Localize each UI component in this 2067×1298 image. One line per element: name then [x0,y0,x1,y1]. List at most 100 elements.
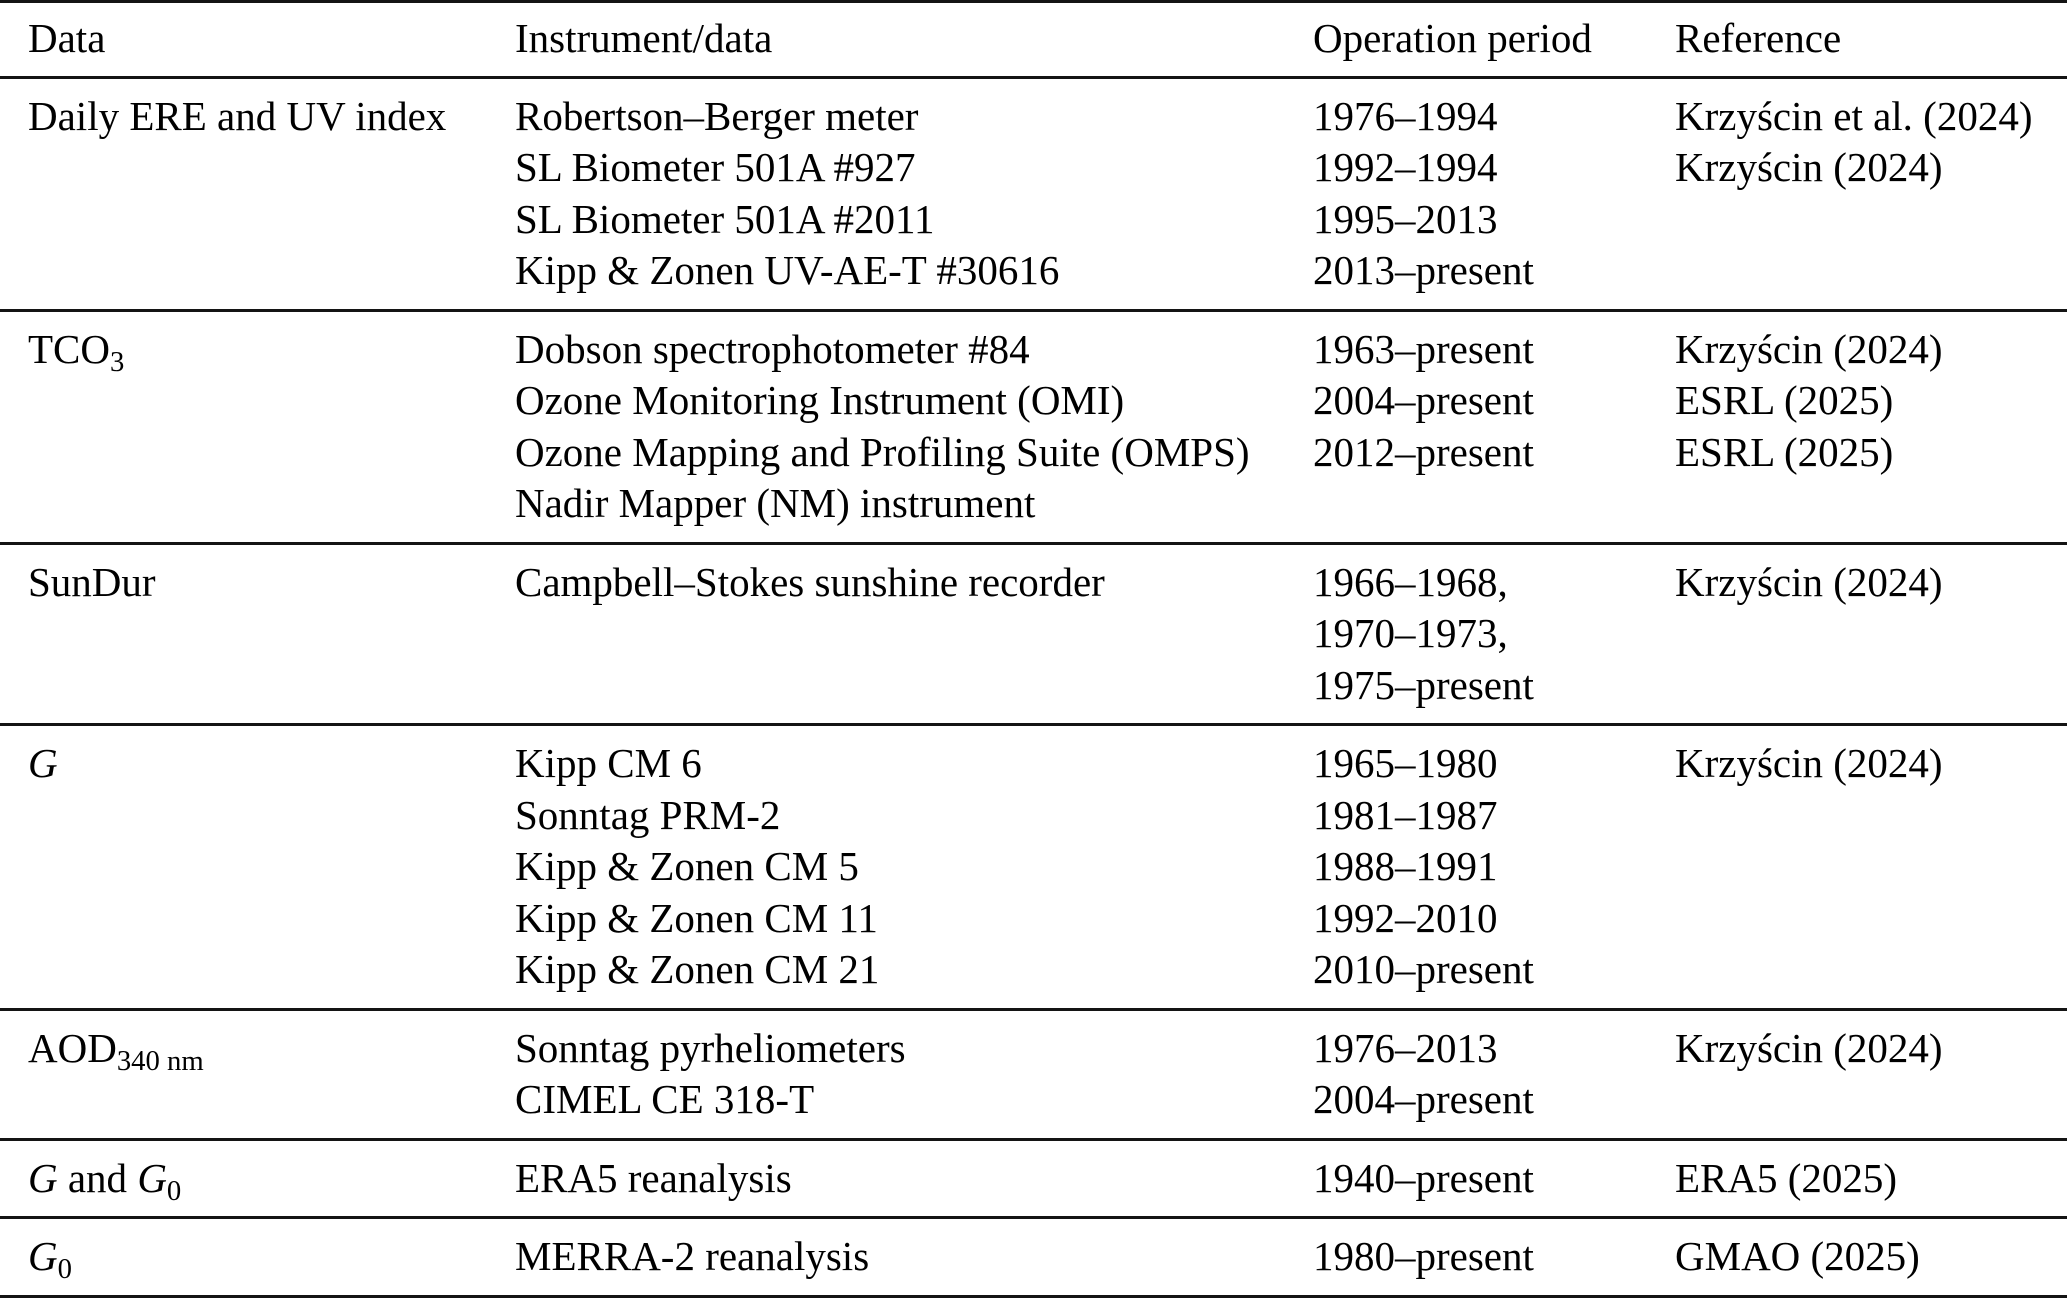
table-row: G Kipp CM 6 Sonntag PRM-2 Kipp & Zonen CM 5… [0,726,2067,1011]
reference-line: ERA5 (2025) [1675,1154,1898,1201]
instrument-line: Kipp CM 6 [515,740,702,786]
table-row-grid: AOD340 nm Sonntag pyrheliometers CIMEL CE … [0,1011,2067,1138]
period-line: 1970–1973, [1313,610,1508,656]
data-label-part: G [28,1233,58,1279]
column-header: Operation period [1313,13,1675,65]
references-cell: Krzyścin (2024) ESRL (2025) ESRL (2025) [1675,324,2059,530]
reference-line: ESRL (2025) [1675,428,1894,475]
column-header: Instrument/data [515,13,1313,65]
table-row: G and G0 ERA5 reanalysis 1940–present ERA5 … [0,1141,2067,1219]
references-cell: Krzyścin (2024) [1675,557,2059,712]
reference-line: Krzyścin (2024) [1675,144,1943,190]
table-header-row: Data Instrument/data Operation period Refer… [0,0,2067,79]
instrument-line: SL Biometer 501A #2011 [515,195,935,242]
period-line: 1976–1994 [1313,92,1498,139]
period-line: 1981–1987 [1313,791,1498,838]
table-row: AOD340 nm Sonntag pyrheliometers CIMEL CE … [0,1011,2067,1141]
column-header-label: Data [28,15,106,61]
instrument-line: Robertson–Berger meter [515,92,919,139]
periods-cell: 1965–1980 1981–1987 1988–1991 1992–2010 2010… [1313,738,1675,996]
instrument-line: Dobson spectrophotometer #84 [515,325,1030,372]
references-cell: Krzyścin et al. (2024) Krzyścin (2024) [1675,91,2059,297]
instrument-line: SL Biometer 501A #927 [515,144,916,190]
table-row: TCO3 Dobson spectrophotometer #84 Ozone Mo… [0,312,2067,545]
period-line: 1965–1980 [1313,740,1498,786]
table-row: SunDur Campbell–Stokes sunshine recorder 1… [0,545,2067,726]
data-label-cell: G [28,738,515,996]
period-line: 2013–present [1313,247,1534,293]
instruments-cell: Kipp CM 6 Sonntag PRM-2 Kipp & Zonen CM 5 K… [515,738,1313,996]
periods-cell: 1980–present [1313,1231,1675,1283]
data-label: Daily ERE and UV index [28,91,515,143]
instrument-line: Campbell–Stokes sunshine recorder [515,558,1105,605]
reference-line: Krzyścin (2024) [1675,1024,1943,1071]
data-label-cell: SunDur [28,557,515,712]
table-body: Daily ERE and UV index Robertson–Berger m… [0,79,2067,1298]
reference-line: Krzyścin (2024) [1675,325,1943,372]
instruments-cell: Dobson spectrophotometer #84 Ozone Monito… [515,324,1313,530]
data-label-part: TCO [28,325,110,372]
periods-cell: 1963–present 2004–present 2012–present [1313,324,1675,530]
data-label-cell: TCO3 [28,324,515,530]
instruments-cell: Sonntag pyrheliometers CIMEL CE 318-T [515,1023,1313,1126]
instruments-cell: Robertson–Berger meter SL Biometer 501A #… [515,91,1313,297]
data-label-cell: G0 [28,1231,515,1283]
table-row-grid: Daily ERE and UV index Robertson–Berger m… [0,79,2067,309]
column-header-label: Operation period [1313,15,1592,61]
instruments-cell: MERRA-2 reanalysis [515,1231,1313,1283]
reference-line: Krzyścin (2024) [1675,740,1943,786]
column-header: Reference [1675,13,2059,65]
instrument-line: Nadir Mapper (NM) instrument [515,480,1036,526]
table-header-grid: Data Instrument/data Operation period Refer… [0,3,2067,76]
data-label: AOD340 nm [28,1023,515,1075]
instrument-line: Kipp & Zonen UV-AE-T #30616 [515,247,1060,293]
data-label-cell: Daily ERE and UV index [28,91,515,297]
table-row-grid: G and G0 ERA5 reanalysis 1940–present ERA5 … [0,1141,2067,1217]
periods-cell: 1966–1968, 1970–1973, 1975–present [1313,557,1675,712]
reference-line: Krzyścin et al. (2024) [1675,92,2033,139]
period-line: 2004–present [1313,377,1534,423]
periods-cell: 1976–2013 2004–present [1313,1023,1675,1126]
period-line: 1966–1968, [1313,558,1508,605]
periods-cell: 1940–present [1313,1153,1675,1205]
data-label: G0 [28,1231,515,1283]
instrument-line: Kipp & Zonen CM 5 [515,843,859,889]
data-label-part: AOD [28,1024,117,1071]
data-label-subscript: 0 [166,1174,182,1207]
column-header: Data [28,13,515,65]
table-row: G0 MERRA-2 reanalysis 1980–present GMAO (20… [0,1219,2067,1298]
data-label-part: G [28,740,58,786]
period-line: 2010–present [1313,946,1534,992]
table-row-grid: SunDur Campbell–Stokes sunshine recorder 1… [0,545,2067,724]
instrument-line: Sonntag pyrheliometers [515,1024,906,1071]
data-label-part: SunDur [28,558,156,605]
data-label-part: G [28,1154,58,1201]
instrument-line: CIMEL CE 318-T [515,1076,815,1122]
data-label-part: and [57,1154,138,1201]
reference-line: Krzyścin (2024) [1675,558,1943,605]
data-label-part: Daily ERE and UV index [28,92,447,139]
instrument-line: Ozone Monitoring Instrument (OMI) [515,377,1125,423]
instrument-line: Kipp & Zonen CM 11 [515,894,878,941]
table-row-grid: G0 MERRA-2 reanalysis 1980–present GMAO (20… [0,1219,2067,1295]
table-row: Daily ERE and UV index Robertson–Berger m… [0,79,2067,312]
period-line: 1963–present [1313,325,1534,372]
period-line: 1980–present [1313,1233,1534,1279]
references-cell: Krzyścin (2024) [1675,738,2059,996]
instruments-cell: Campbell–Stokes sunshine recorder [515,557,1313,712]
column-header-label: Reference [1675,15,1842,61]
references-cell: GMAO (2025) [1675,1231,2059,1283]
table-row-grid: G Kipp CM 6 Sonntag PRM-2 Kipp & Zonen CM 5… [0,726,2067,1008]
period-line: 1975–present [1313,661,1534,708]
column-header-label: Instrument/data [515,15,773,61]
instrument-line: MERRA-2 reanalysis [515,1233,870,1279]
instrument-line: ERA5 reanalysis [515,1154,792,1201]
reference-line: GMAO (2025) [1675,1233,1920,1279]
period-line: 1992–1994 [1313,144,1498,190]
data-label-cell: G and G0 [28,1153,515,1205]
references-cell: Krzyścin (2024) [1675,1023,2059,1126]
instrument-line: Ozone Mapping and Profiling Suite (OMPS) [515,428,1250,475]
period-line: 1976–2013 [1313,1024,1498,1071]
data-label-subscript: 0 [57,1253,72,1286]
